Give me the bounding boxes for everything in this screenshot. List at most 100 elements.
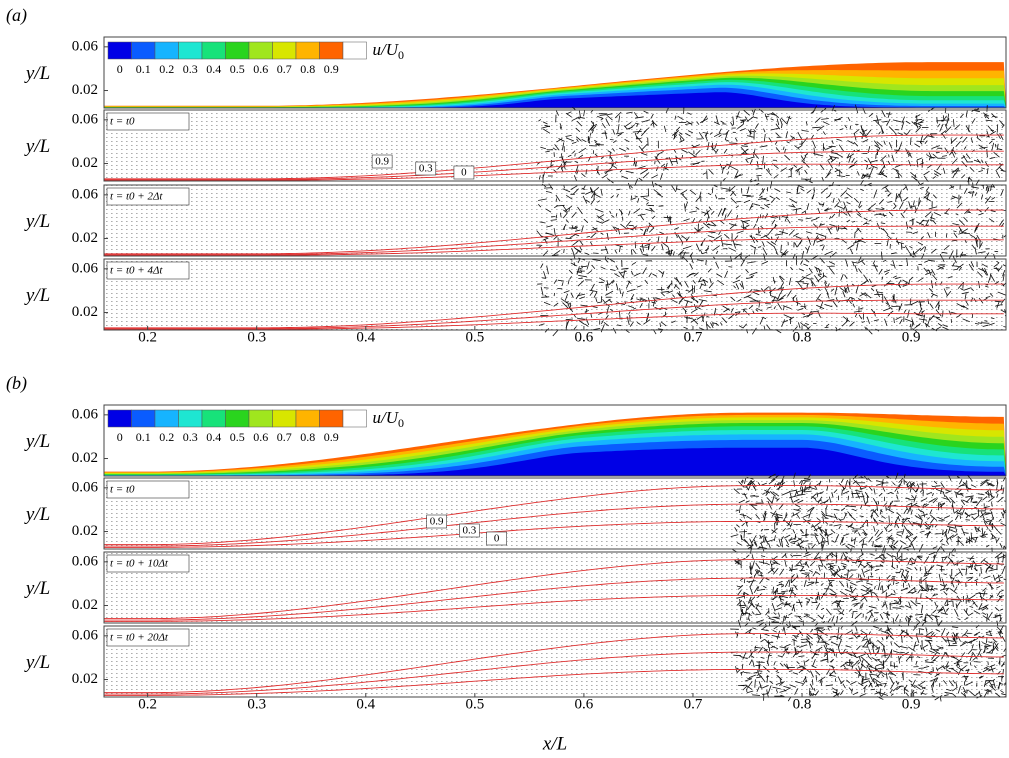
y-tick-label: 0.06 (72, 186, 99, 202)
vector-arrow (852, 493, 861, 494)
vector-arrow (739, 532, 747, 533)
colorbar-box (320, 42, 344, 59)
colorbar-label: 0.7 (277, 62, 292, 76)
contour-label: 0 (461, 167, 467, 179)
vector-arrow (575, 153, 576, 156)
y-tick-label: 0.06 (72, 260, 99, 276)
x-tick-label: 0.2 (138, 329, 157, 345)
x-tick-label: 0.8 (793, 696, 812, 712)
vector-arrow (889, 154, 890, 157)
vector-arrow (843, 487, 844, 490)
x-tick-label: 0.7 (684, 329, 703, 345)
vector-arrow (826, 508, 827, 516)
vector-arrow (552, 255, 559, 256)
y-tick-label: 0.02 (72, 230, 98, 246)
colorbar-label: 0.3 (183, 430, 198, 444)
vector-arrow (805, 481, 811, 482)
vector-arrow (765, 116, 769, 117)
x-tick-label: 0.7 (684, 696, 703, 712)
vector-arrow (870, 638, 871, 644)
vector-arrow (698, 224, 699, 233)
colorbar-label: 0.6 (253, 430, 268, 444)
colorbar-label: 0.2 (159, 430, 174, 444)
vector-field (104, 626, 1006, 697)
vector-arrow (902, 247, 905, 248)
vector-arrow (842, 491, 843, 496)
panel-label: (a) (6, 5, 27, 26)
vector-arrow (918, 302, 924, 303)
time-label: t = t0 + 4Δt (110, 265, 163, 277)
contour-label: 0.9 (430, 516, 444, 528)
vector-field (104, 259, 1006, 330)
vector-arrow (729, 143, 737, 144)
colorbar-label: 0.4 (206, 430, 221, 444)
y-tick-label: 0.02 (72, 304, 98, 320)
colorbar-label: 0.3 (183, 62, 198, 76)
y-axis-label: y/L (24, 136, 50, 157)
panel-label: (b) (6, 373, 27, 394)
x-tick-label: 0.4 (356, 696, 375, 712)
vector-arrow (924, 573, 931, 574)
vector-arrow (889, 516, 890, 523)
vector-arrow (913, 219, 914, 225)
vector-arrow (984, 321, 987, 322)
vector-arrow (541, 297, 549, 298)
colorbar-title-sub: 0 (398, 48, 404, 62)
colorbar-box (273, 410, 297, 427)
vector-arrow (974, 662, 981, 663)
y-tick-label: 0.06 (72, 111, 99, 127)
colorbar-box (179, 410, 203, 427)
colorbar-box (202, 42, 226, 59)
vector-arrow (886, 114, 891, 115)
y-axis-label: y/L (24, 211, 50, 232)
colorbar-box (155, 410, 179, 427)
colorbar-box (202, 410, 226, 427)
vector-arrow (733, 655, 741, 656)
y-tick-label: 0.06 (72, 553, 99, 569)
x-tick-label: 0.4 (356, 329, 375, 345)
vector-arrow (953, 601, 954, 607)
y-axis-label: y/L (24, 63, 50, 84)
vector-arrow (911, 138, 912, 145)
x-tick-label: 0.5 (465, 329, 484, 345)
vector-arrow (564, 249, 565, 253)
vector-arrow (728, 267, 732, 268)
vector-arrow (875, 566, 883, 567)
vector-arrow (706, 260, 707, 265)
y-axis-label: y/L (24, 431, 50, 452)
y-axis-label: y/L (24, 578, 50, 599)
colorbar-box (108, 42, 132, 59)
colorbar-label: 0.5 (230, 430, 245, 444)
colorbar-label: 0 (117, 430, 123, 444)
vector-arrow (848, 496, 849, 501)
vector-arrow (790, 317, 791, 324)
x-tick-label: 0.3 (247, 329, 266, 345)
colorbar-box (320, 410, 344, 427)
x-axis-label: x/L (542, 733, 567, 754)
colorbar-label: 0.7 (277, 430, 292, 444)
vector-arrow (781, 245, 782, 251)
vector-arrow (707, 171, 708, 180)
colorbar-label: 0.1 (136, 62, 151, 76)
y-tick-label: 0.06 (72, 479, 99, 495)
vector-arrow (884, 602, 885, 606)
colorbar-box (273, 42, 297, 59)
colorbar-box (249, 410, 273, 427)
vector-arrow (764, 163, 765, 169)
x-tick-label: 0.8 (793, 329, 812, 345)
y-tick-label: 0.06 (72, 406, 99, 422)
vector-arrow (807, 601, 808, 605)
colorbar-label: 0.6 (253, 62, 268, 76)
time-label: t = t0 (110, 484, 135, 496)
vector-arrow (908, 618, 909, 626)
y-tick-label: 0.02 (72, 523, 98, 539)
x-tick-label: 0.9 (902, 329, 921, 345)
contour-label: 0.9 (375, 156, 389, 168)
colorbar-box (108, 410, 132, 427)
colorbar-label: 0 (117, 62, 123, 76)
colorbar-box (226, 410, 250, 427)
contour-label: 0.3 (463, 525, 477, 537)
colorbar-box (179, 42, 203, 59)
colorbar-title-main: u/U (373, 408, 400, 427)
